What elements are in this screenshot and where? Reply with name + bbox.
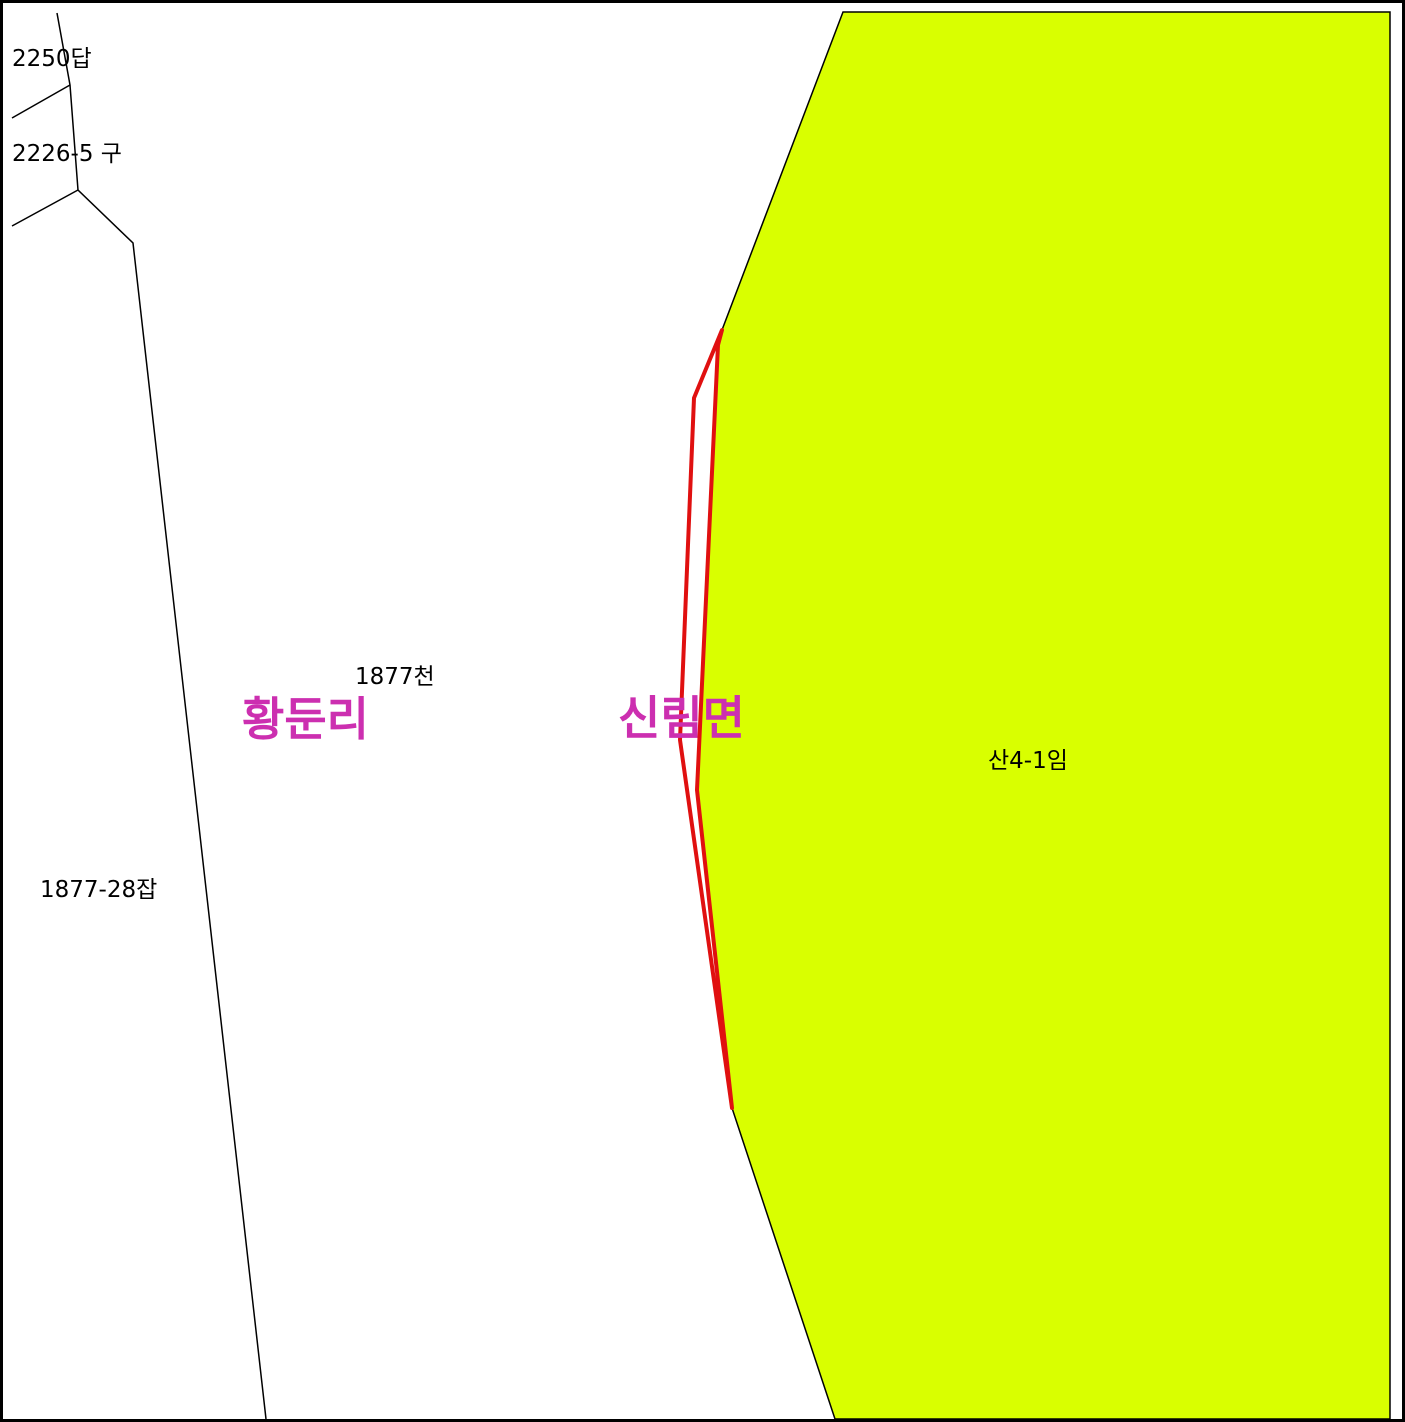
parcel-label-2226-5: 2226-5 구 [12,141,122,167]
parcel-label-san4-1: 산4-1임 [988,748,1068,774]
parcel-boundaries [11,12,267,1420]
boundary-line-2250 [11,84,71,119]
parcel-label-2250: 2250답 [12,46,92,72]
region-label-sinrim: 신림면 [618,691,745,745]
boundary-line-2226 [11,189,79,227]
highlighted-parcel[interactable] [678,328,734,1110]
highlight-strip-outline [678,328,734,1110]
forest-parcel-area[interactable] [696,11,1391,1420]
parcel-label-1877: 1877천 [355,664,435,690]
region-label-hwangdun: 황둔리 [242,692,369,746]
parcel-label-1877-28: 1877-28잡 [40,877,157,903]
